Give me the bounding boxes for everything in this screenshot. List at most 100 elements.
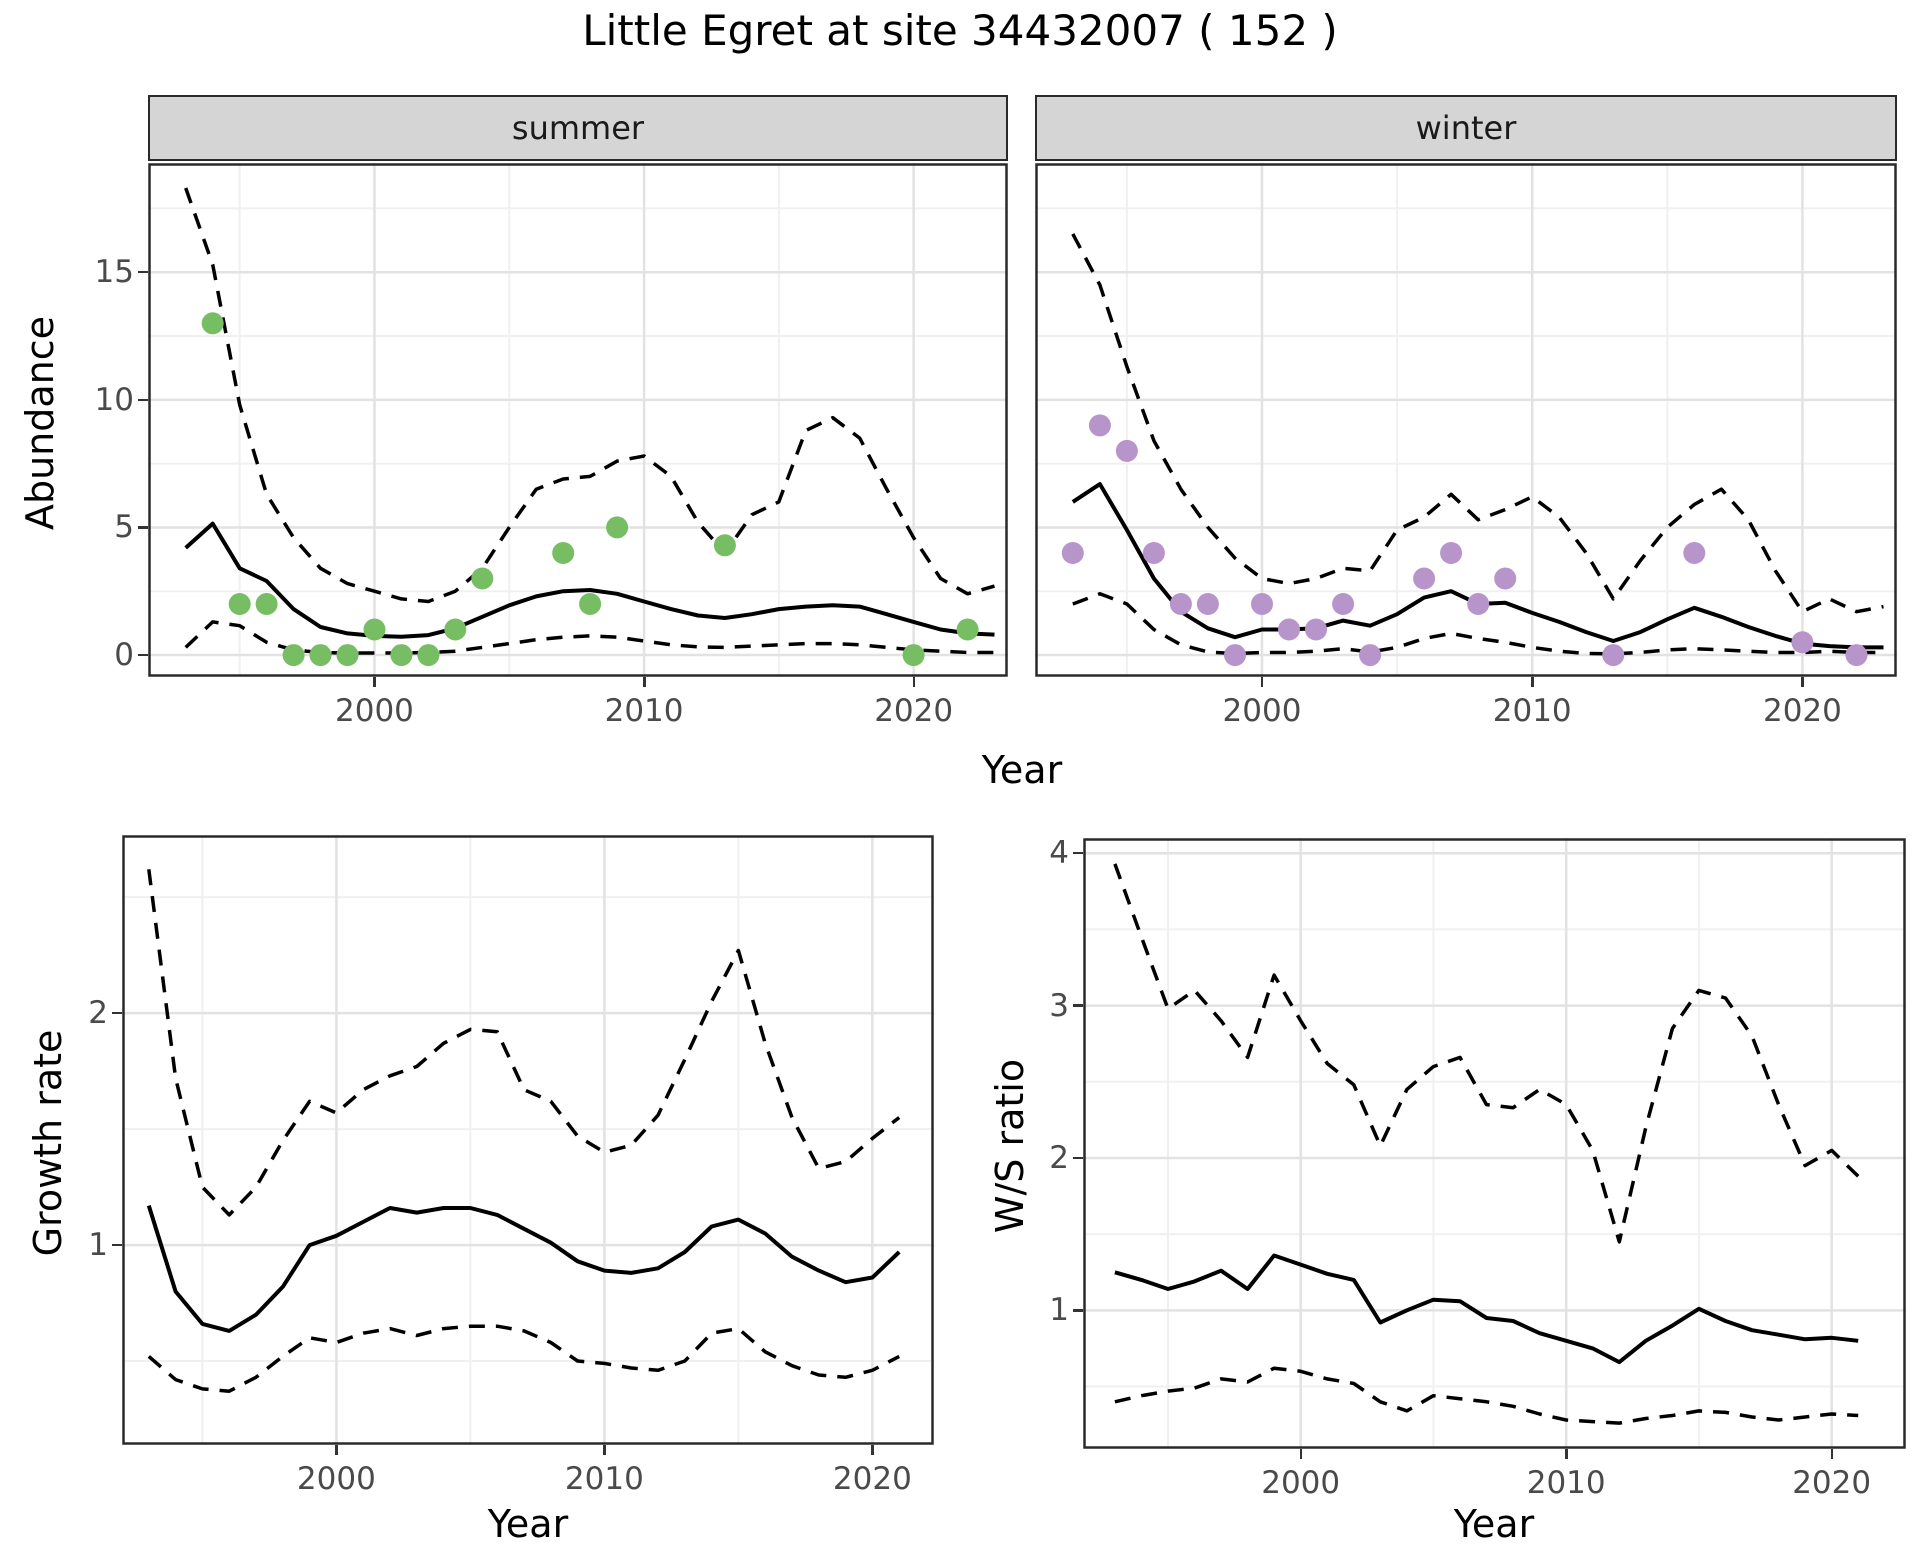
mean-line	[184, 521, 995, 639]
observed-point	[255, 593, 278, 615]
observed-point	[1169, 593, 1192, 615]
facet-strip-summer-label: summer	[511, 109, 645, 147]
y-tick-label: 15	[94, 254, 134, 291]
y-tick-label: 1	[88, 1227, 108, 1264]
y-tick	[112, 1011, 122, 1015]
x-axis-title-ws-year: Year	[1453, 1502, 1535, 1546]
facet-strip-winter: winter	[1035, 95, 1897, 161]
x-tick-label: 2010	[1492, 693, 1572, 729]
x-tick-label: 2010	[1526, 1465, 1606, 1501]
observed-point	[606, 516, 629, 539]
x-tick-label: 2010	[604, 693, 684, 729]
observed-point	[1088, 414, 1111, 437]
lower_ci-line	[1114, 1366, 1859, 1425]
x-tick	[373, 677, 376, 687]
x-tick-label: 2020	[874, 693, 954, 729]
x-tick	[1531, 677, 1534, 687]
upper_ci-line	[1071, 233, 1884, 614]
y-tick	[138, 270, 148, 274]
observed-point	[1791, 631, 1814, 654]
observed-point	[1683, 542, 1706, 564]
x-tick	[1801, 677, 1804, 687]
y-axis-title-growth-rate: Growth rate	[26, 1029, 70, 1257]
observed-point	[713, 534, 736, 557]
x-tick-label: 2020	[1792, 1465, 1872, 1501]
observed-point	[1196, 593, 1219, 615]
observed-point	[282, 644, 305, 667]
y-tick	[138, 398, 148, 402]
observed-point	[1061, 542, 1084, 564]
panel-growth-rate	[122, 835, 934, 1445]
x-tick	[1260, 677, 1264, 687]
panel-border	[122, 835, 934, 1445]
upper_ci-line	[1113, 863, 1860, 1244]
x-tick	[1830, 1449, 1834, 1459]
x-axis-title-top-year: Year	[981, 748, 1063, 792]
panel-abundance-summer	[148, 163, 1008, 677]
figure-title: Little Egret at site 34432007 ( 152 )	[582, 6, 1338, 55]
x-tick-label: 2000	[296, 1461, 376, 1497]
panel-border	[1083, 838, 1906, 1449]
chart-abundance-summer	[148, 163, 1008, 677]
observed-point	[228, 593, 251, 615]
y-tick-label: 0	[114, 637, 134, 674]
panel-ws-ratio	[1083, 838, 1906, 1449]
observed-point	[471, 567, 494, 590]
x-tick	[603, 1445, 606, 1455]
y-tick-label: 1	[1049, 1292, 1069, 1329]
observed-point	[1602, 644, 1625, 667]
observed-point	[956, 618, 979, 641]
observed-point	[1251, 593, 1273, 615]
upper_ci-line	[184, 187, 995, 604]
y-tick-label: 4	[1049, 835, 1069, 872]
observed-point	[552, 542, 575, 564]
observed-point	[1467, 593, 1490, 615]
observed-point	[1305, 618, 1327, 641]
y-tick-label: 5	[114, 509, 134, 546]
y-tick	[138, 526, 148, 529]
observed-point	[1413, 567, 1436, 590]
y-tick	[138, 653, 148, 657]
upper_ci-line	[147, 869, 901, 1217]
observed-point	[1359, 644, 1382, 667]
observed-point	[1224, 644, 1246, 667]
observed-point	[1845, 644, 1868, 667]
x-tick	[335, 1445, 338, 1455]
facet-strip-summer: summer	[148, 95, 1008, 161]
x-tick-label: 2020	[832, 1461, 912, 1497]
observed-point	[363, 618, 386, 641]
x-axis-title-growth-year: Year	[487, 1502, 569, 1546]
x-tick	[1299, 1449, 1303, 1459]
panel-border	[1035, 163, 1897, 677]
y-tick-label: 2	[1049, 1139, 1069, 1176]
x-tick-label: 2000	[1261, 1465, 1341, 1501]
observed-point	[390, 644, 413, 667]
observed-point	[444, 618, 467, 641]
observed-point	[336, 644, 359, 667]
observed-point	[1440, 542, 1463, 564]
x-tick	[871, 1445, 874, 1455]
panel-border	[148, 163, 1008, 677]
observed-point	[1142, 542, 1165, 564]
y-tick	[1073, 851, 1083, 855]
y-tick-label: 10	[94, 381, 134, 418]
y-tick	[1073, 1156, 1083, 1160]
observed-point	[1115, 439, 1138, 462]
x-tick-label: 2000	[1222, 693, 1302, 729]
x-tick	[643, 677, 646, 687]
observed-point	[1494, 567, 1517, 590]
facet-strip-winter-label: winter	[1415, 109, 1517, 147]
x-tick-label: 2010	[564, 1461, 644, 1497]
observed-point	[309, 644, 332, 667]
panel-abundance-winter	[1035, 163, 1897, 677]
chart-growth-rate	[122, 835, 934, 1445]
y-tick	[112, 1243, 122, 1247]
x-tick	[912, 677, 916, 687]
mean-line	[1114, 1253, 1859, 1365]
observed-point	[579, 593, 602, 615]
chart-ws-ratio	[1083, 838, 1906, 1449]
y-tick-label: 2	[88, 995, 108, 1032]
lower_ci-line	[147, 1324, 901, 1393]
mean-line	[146, 1205, 901, 1333]
